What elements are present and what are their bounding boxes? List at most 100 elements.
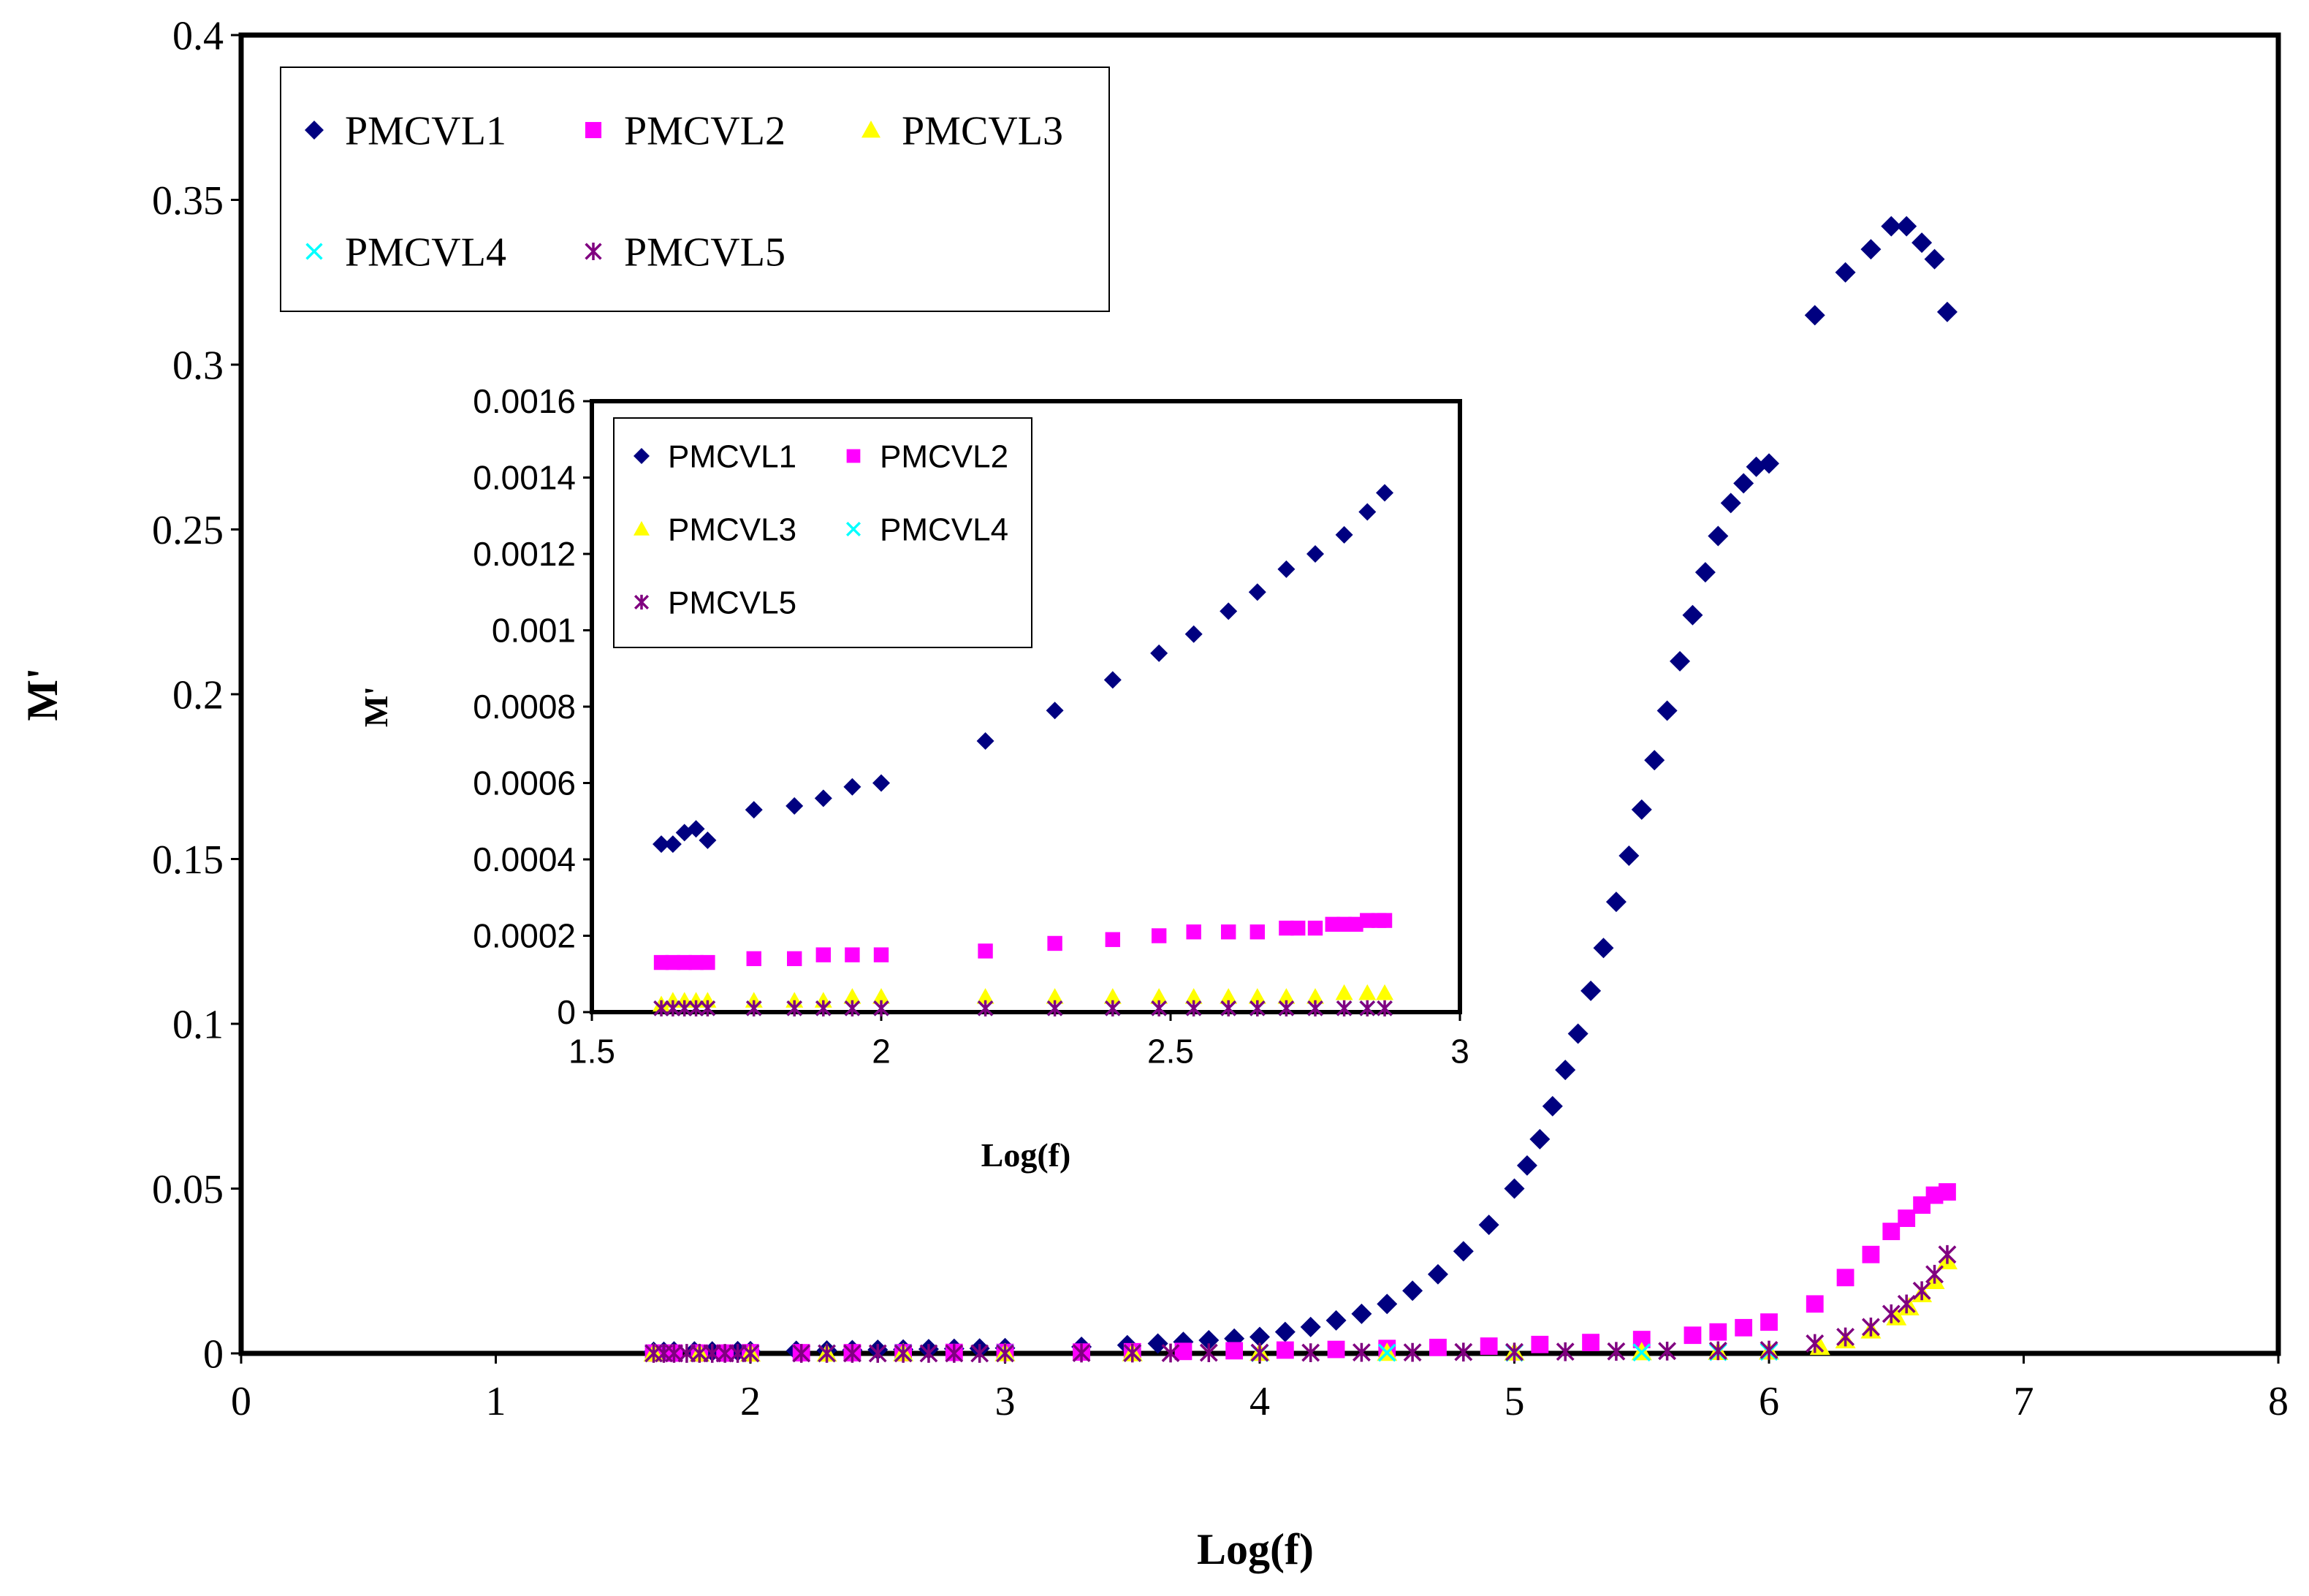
- inset-point: [1336, 1000, 1353, 1016]
- inset-point: [1277, 560, 1296, 578]
- inset-point: [977, 1000, 994, 1016]
- main-point: [1896, 216, 1917, 237]
- main-point: [1593, 938, 1614, 959]
- inset-point: [1377, 913, 1393, 928]
- inset-point: [1105, 932, 1120, 947]
- main-point: [1936, 301, 1958, 322]
- main-point: [818, 1344, 836, 1363]
- main-point: [1836, 1269, 1855, 1287]
- main-point: [1708, 525, 1729, 547]
- main-point: [868, 1344, 887, 1363]
- inset-legend-marker: [845, 521, 861, 537]
- main-point: [1300, 1316, 1321, 1337]
- inset-y-tick-label: 0.0006: [473, 764, 576, 802]
- main-legend-marker: [305, 243, 323, 260]
- main-point: [1607, 1342, 1626, 1361]
- main-point: [1505, 1342, 1524, 1362]
- main-point: [1351, 1303, 1372, 1324]
- main-point: [1694, 562, 1716, 583]
- main-point: [1658, 1341, 1677, 1361]
- main-x-tick-label: 4: [1249, 1379, 1270, 1424]
- main-point: [1555, 1060, 1576, 1081]
- main-x-tick-label: 2: [740, 1379, 761, 1424]
- main-y-tick-label: 0.2: [172, 673, 224, 718]
- main-point: [1632, 1331, 1651, 1348]
- main-point: [1403, 1342, 1422, 1362]
- main-point: [1912, 1281, 1931, 1301]
- inset-point: [746, 951, 761, 967]
- inset-point: [873, 947, 889, 962]
- inset-point: [1184, 625, 1203, 643]
- main-point: [1708, 1341, 1727, 1361]
- inset-data-points: [653, 484, 1394, 1016]
- inset-x-tick-label: 3: [1450, 1033, 1469, 1071]
- inset-point: [1277, 988, 1296, 1004]
- inset-point: [1376, 984, 1394, 1000]
- inset-point: [872, 774, 890, 792]
- main-y-tick-label: 0.25: [152, 508, 224, 553]
- main-point: [1806, 1334, 1825, 1353]
- main-point: [1327, 1340, 1345, 1358]
- main-point: [1618, 845, 1640, 866]
- main-series-pmcvl5: [644, 1244, 1957, 1363]
- inset-point: [687, 820, 705, 838]
- main-point: [1644, 750, 1665, 771]
- inset-point: [1359, 1000, 1376, 1016]
- main-point: [1249, 1326, 1270, 1348]
- inset-point: [976, 732, 994, 750]
- main-point: [1529, 1128, 1551, 1150]
- main-point: [1250, 1343, 1269, 1362]
- inset-legend-marker: [634, 448, 650, 464]
- main-point: [1836, 1327, 1855, 1347]
- inset-point: [873, 1000, 889, 1016]
- main-point: [1632, 1343, 1651, 1362]
- inset-point: [1336, 916, 1352, 932]
- main-legend-label: PMCVL5: [624, 230, 785, 276]
- inset-legend-marker: [634, 521, 650, 536]
- inset-y-tick-label: 0: [557, 993, 576, 1031]
- inset-point: [1335, 525, 1353, 544]
- inset-point: [745, 801, 763, 819]
- inset-y-tick-label: 0.0004: [473, 840, 576, 878]
- inset-point: [1377, 1000, 1393, 1016]
- main-y-tick-label: 0.05: [152, 1167, 224, 1212]
- inset-point: [653, 1000, 669, 1016]
- main-point: [1881, 216, 1902, 237]
- inset-point: [1325, 916, 1340, 932]
- inset-x-axis-title: Log(f): [981, 1136, 1071, 1174]
- main-point: [1735, 1318, 1753, 1337]
- main-x-tick-label: 0: [231, 1379, 251, 1424]
- inset-point: [872, 988, 890, 1004]
- inset-point: [1151, 928, 1167, 943]
- main-point: [703, 1344, 722, 1363]
- main-x-tick-label: 5: [1505, 1379, 1525, 1424]
- inset-x-tick-label: 1.5: [568, 1033, 615, 1071]
- main-legend-marker: [305, 121, 324, 140]
- inset-point: [1186, 924, 1201, 940]
- inset-point: [1249, 924, 1265, 940]
- main-point: [1582, 1334, 1599, 1352]
- main-y-tick-label: 0.1: [172, 1003, 224, 1048]
- main-x-tick-label: 8: [2268, 1379, 2289, 1424]
- inset-point: [815, 947, 831, 962]
- main-data-points: [643, 216, 1958, 1363]
- main-x-tick-label: 3: [995, 1379, 1016, 1424]
- main-legend-marker: [861, 121, 880, 138]
- main-point: [1427, 1264, 1448, 1285]
- main-point: [677, 1344, 696, 1363]
- inset-point: [1360, 913, 1375, 928]
- inset-point: [663, 835, 682, 854]
- main-point: [1174, 1342, 1192, 1361]
- inset-point: [786, 1000, 803, 1016]
- main-x-tick-label: 1: [486, 1379, 506, 1424]
- main-point: [919, 1344, 938, 1363]
- inset-y-tick-label: 0.0016: [473, 382, 576, 420]
- inset-point: [1279, 920, 1294, 936]
- main-point: [1924, 248, 1945, 270]
- main-point: [1402, 1280, 1423, 1302]
- inset-point: [845, 947, 860, 962]
- main-point: [1733, 473, 1754, 494]
- inset-point: [1358, 984, 1377, 1000]
- main-point: [1198, 1329, 1220, 1350]
- inset-point: [1047, 935, 1062, 951]
